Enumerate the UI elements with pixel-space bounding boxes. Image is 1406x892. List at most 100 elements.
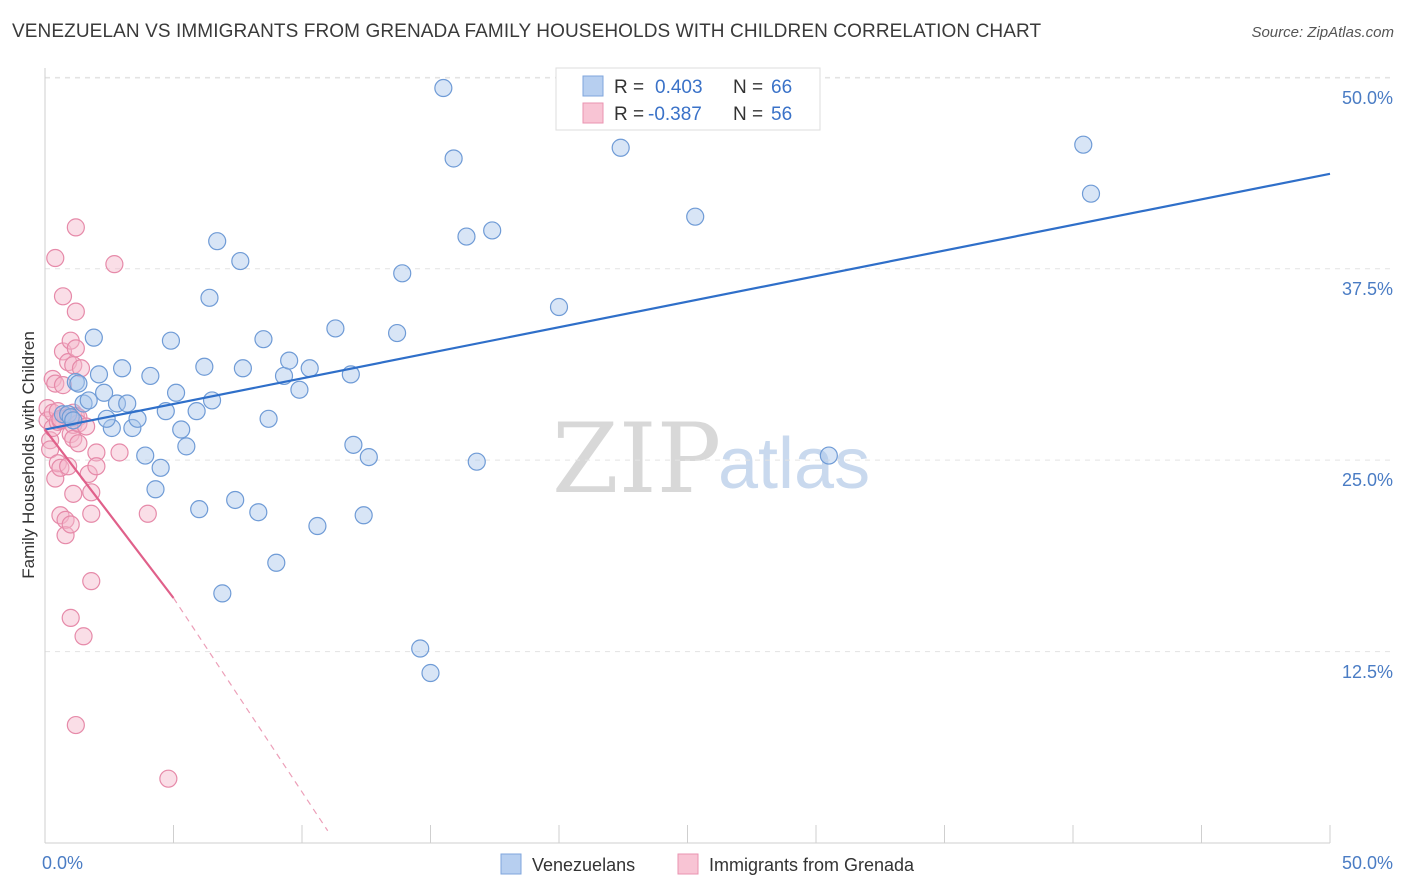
bottom-legend-venezuelans: Venezuelans: [532, 855, 635, 875]
venezuelan-point: [280, 351, 299, 370]
venezuelan-point: [141, 366, 160, 386]
venezuelan-point: [123, 418, 142, 438]
legend-swatch-blue: [582, 75, 604, 97]
grenada-point: [51, 458, 70, 477]
grenada-point: [66, 218, 85, 237]
grenada-trend-extension: [172, 597, 329, 832]
venezuelan-point: [259, 409, 278, 428]
venezuelan-point: [444, 149, 463, 168]
grenada-point: [159, 769, 178, 788]
legend-swatch-pink: [582, 102, 604, 124]
venezuelan-point: [457, 227, 476, 246]
grenada-point: [69, 434, 88, 453]
venezuelan-point: [89, 365, 109, 384]
venezuelan-point: [1074, 135, 1093, 154]
venezuelan-point: [233, 359, 252, 378]
venezuelan-point: [61, 408, 80, 427]
venezuelan-point: [249, 503, 268, 522]
y-axis-label: Family Households with Children: [19, 331, 38, 579]
venezuelan-point: [79, 391, 98, 410]
grenada-point: [59, 457, 78, 476]
grenada-point: [46, 374, 65, 393]
venezuelan-point: [344, 435, 363, 454]
x-tick-label-max: 50.0%: [1342, 853, 1393, 873]
x-tick-label-min: 0.0%: [42, 853, 83, 873]
venezuelan-point: [166, 383, 186, 402]
venezuelan-point: [187, 402, 206, 421]
venezuelan-point: [195, 357, 214, 376]
venezuelan-point: [290, 380, 309, 399]
legend-r-value-pink: -0.387: [648, 104, 702, 125]
bottom-legend-swatch-blue: [500, 853, 522, 875]
y-tick-labels: 50.0% 37.5% 25.0% 12.5%: [1342, 88, 1393, 682]
legend-n-value-pink: 56: [771, 104, 792, 125]
venezuelan-point: [611, 138, 630, 157]
series-legend: Venezuelans Immigrants from Grenada: [500, 853, 915, 875]
grenada-point: [82, 572, 101, 591]
venezuelan-point: [190, 500, 209, 519]
x-ticks: [173, 825, 1331, 843]
venezuelan-point: [200, 288, 219, 307]
grenada-point: [41, 440, 60, 459]
grenada-point: [82, 504, 101, 523]
venezuelan-point: [102, 418, 121, 438]
chart-source: Source: ZipAtlas.com: [1251, 24, 1394, 41]
grenada-point: [105, 255, 124, 274]
venezuelan-point: [69, 374, 88, 393]
venezuelan-point: [112, 359, 132, 378]
grenada-point: [74, 627, 93, 646]
venezuelan-point: [118, 394, 137, 413]
bottom-legend-swatch-pink: [677, 853, 699, 875]
venezuelan-point: [393, 264, 412, 283]
venezuelan-point: [226, 490, 245, 510]
grenada-point: [61, 608, 80, 627]
grenada-point: [56, 526, 75, 545]
grenada-point: [46, 469, 65, 488]
grenada-trend-line: [44, 428, 175, 599]
watermark-atlas: atlas: [718, 424, 870, 504]
venezuelan-point: [136, 446, 155, 465]
grenada-point: [87, 457, 106, 476]
venezuelan-point: [819, 446, 838, 465]
venezuelan-point: [95, 383, 114, 402]
y-tick-label: 12.5%: [1342, 662, 1393, 682]
venezuelan-point: [326, 319, 345, 338]
venezuelan-point: [267, 553, 286, 572]
venezuelan-point: [387, 323, 407, 343]
y-tick-label: 50.0%: [1342, 88, 1393, 108]
grenada-point: [87, 443, 106, 462]
legend-n-value-blue: 66: [771, 77, 792, 98]
venezuelan-point: [213, 584, 232, 603]
venezuelan-point: [300, 359, 319, 378]
venezuelan-trend-line: [44, 172, 1331, 431]
venezuelan-point: [254, 330, 273, 349]
correlation-legend: R = 0.403 N = 66 R = -0.387 N = 56: [555, 67, 821, 131]
grenada-point: [110, 443, 129, 462]
venezuelan-point: [231, 251, 250, 271]
venezuelan-point: [308, 516, 327, 536]
y-tick-label: 37.5%: [1342, 279, 1393, 299]
venezuelan-point: [146, 480, 165, 499]
venezuelan-point: [483, 221, 502, 240]
grenada-point: [53, 287, 73, 306]
grenada-points: [38, 218, 178, 788]
venezuelan-point: [107, 394, 127, 413]
watermark-zip: ZIP: [552, 403, 721, 515]
legend-r-label: R =: [614, 77, 644, 98]
grenada-point: [66, 302, 85, 321]
bottom-legend-grenada: Immigrants from Grenada: [709, 855, 915, 875]
venezuelan-point: [421, 663, 440, 683]
grenada-point: [66, 339, 85, 358]
legend-r-label: R =: [614, 104, 644, 125]
venezuelan-point: [686, 207, 705, 226]
legend-r-value-blue: 0.403: [655, 77, 703, 98]
venezuelan-point: [172, 420, 191, 439]
grenada-point: [66, 715, 85, 735]
venezuelan-point: [64, 411, 83, 430]
venezuelan-point: [354, 506, 373, 525]
venezuelan-point: [177, 437, 196, 456]
grenada-point: [61, 515, 80, 534]
venezuelan-point: [208, 232, 227, 251]
legend-n-label: N =: [733, 104, 763, 125]
